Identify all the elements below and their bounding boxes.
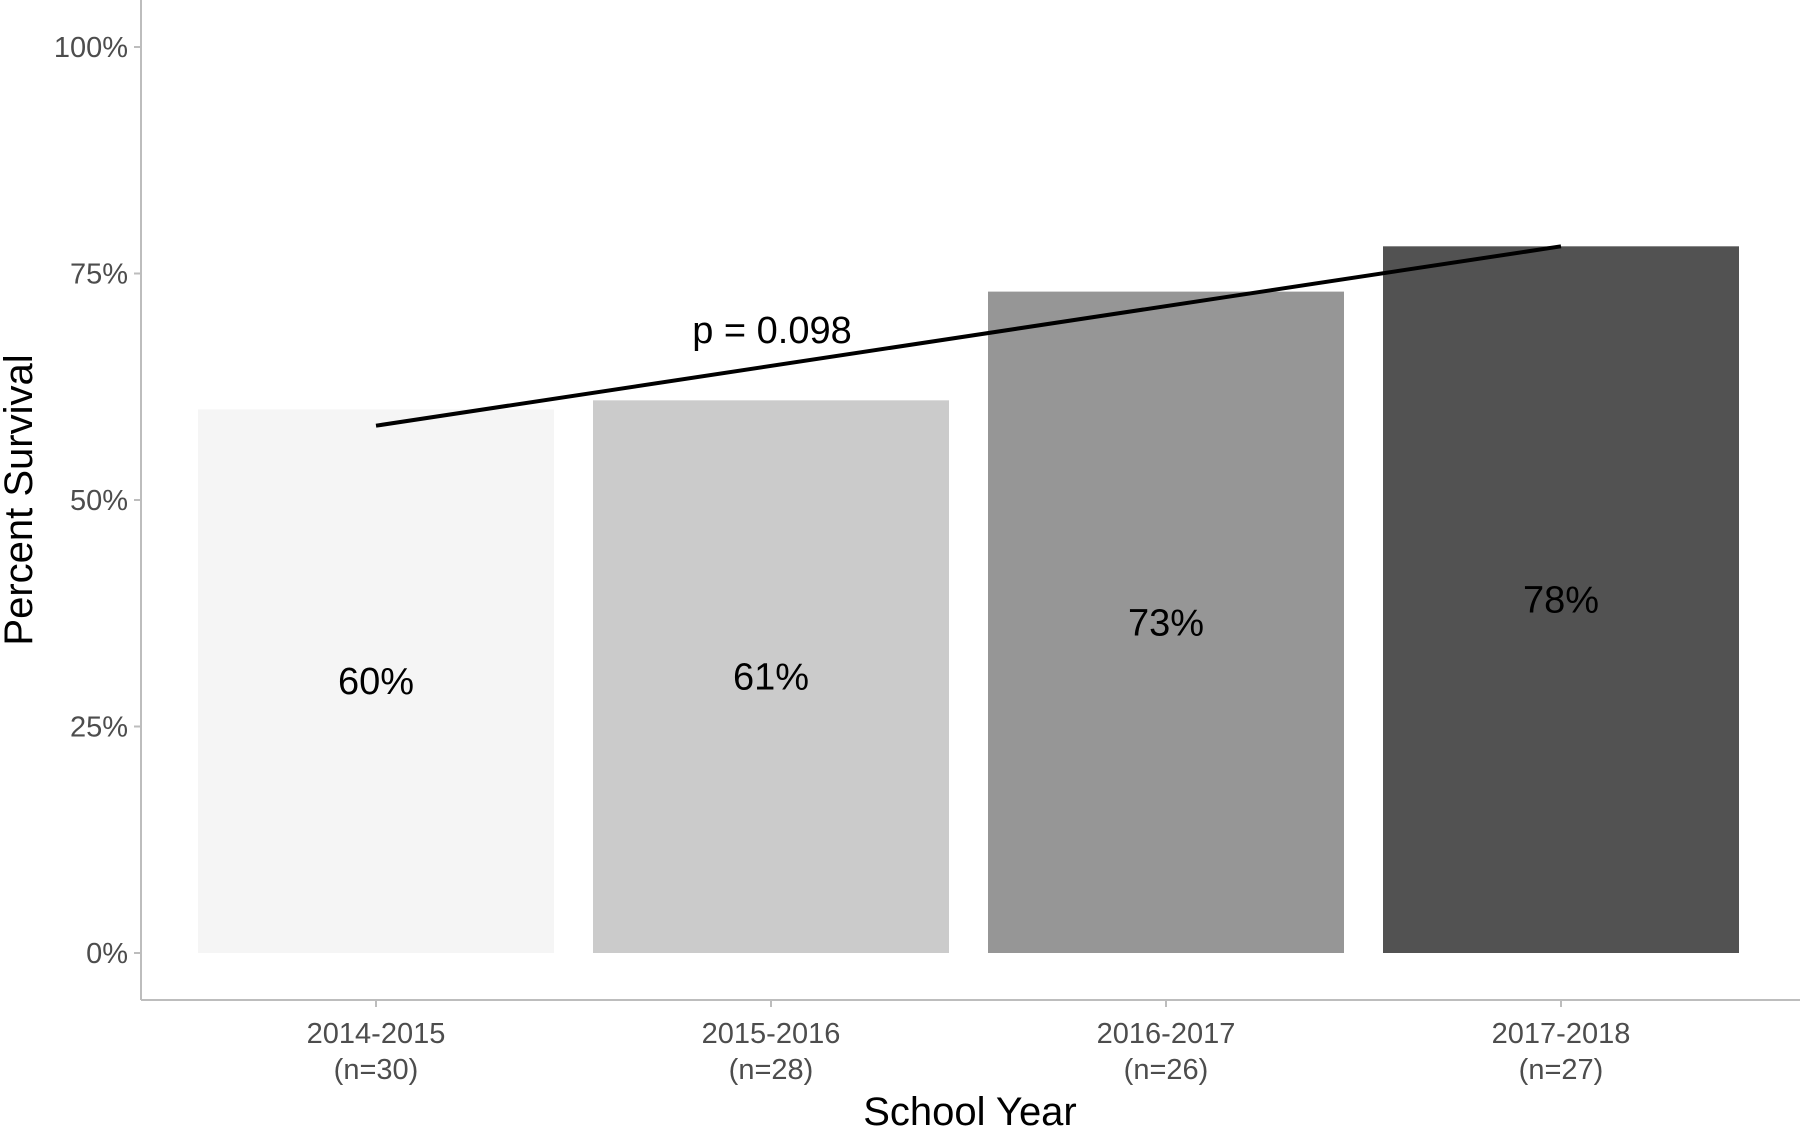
bar-value-label: 60%	[338, 661, 414, 703]
x-axis-title: School Year	[863, 1090, 1077, 1127]
bar-value-label: 61%	[733, 657, 809, 699]
x-tick-label: 2015-2016	[702, 1018, 841, 1050]
y-tick-label: 100%	[54, 32, 128, 64]
y-tick-label: 0%	[86, 938, 128, 970]
x-tick-sublabel: (n=26)	[1124, 1054, 1209, 1086]
x-tick-sublabel: (n=30)	[334, 1054, 419, 1086]
bar-2017-2018	[1383, 246, 1739, 953]
x-tick-label: 2016-2017	[1097, 1018, 1236, 1050]
y-axis-title: Percent Survival	[0, 354, 41, 645]
x-tick-label: 2017-2018	[1492, 1018, 1631, 1050]
bar-value-labels: 60% 61% 73% 78%	[338, 580, 1599, 704]
trend-line-group	[375, 244, 1562, 428]
y-tick-label: 75%	[70, 259, 128, 291]
y-tick-label: 25%	[70, 712, 128, 744]
bar-value-label: 78%	[1523, 580, 1599, 622]
x-tick-label: 2014-2015	[307, 1018, 446, 1050]
bar-value-label: 73%	[1128, 602, 1204, 644]
x-axis-ticks: 2014-2015 (n=30) 2015-2016 (n=28) 2016-2017 (…	[307, 1000, 1631, 1086]
bars	[198, 246, 1739, 954]
bar-2015-2016	[593, 400, 949, 954]
y-tick-label: 50%	[70, 485, 128, 517]
y-axis-ticks: 0% 25% 50% 75% 100%	[54, 32, 141, 970]
bar-2016-2017	[988, 291, 1344, 953]
trend-line	[375, 244, 1562, 428]
x-tick-sublabel: (n=27)	[1519, 1054, 1604, 1086]
x-tick-sublabel: (n=28)	[729, 1054, 814, 1086]
p-value-annotation: p = 0.098	[692, 310, 852, 352]
bar-2014-2015	[198, 409, 554, 953]
